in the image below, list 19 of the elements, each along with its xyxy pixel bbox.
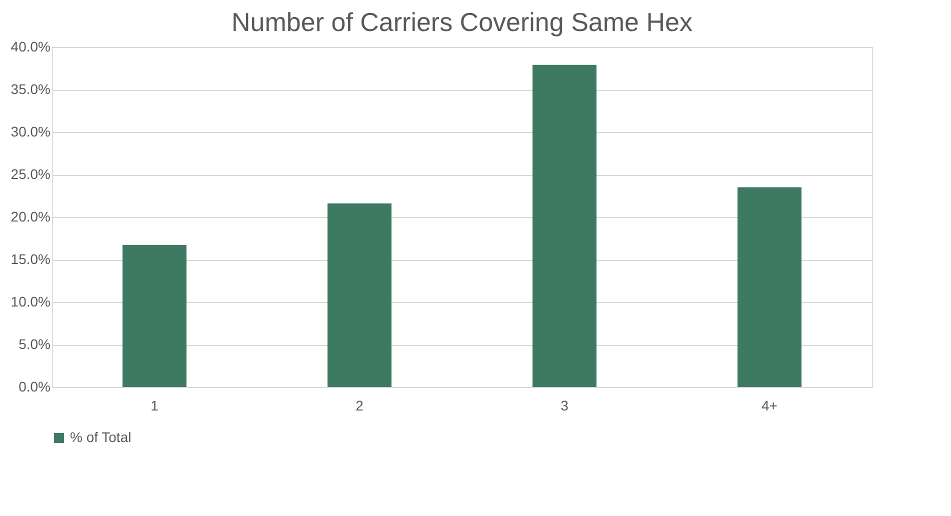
x-tick-label: 2 — [356, 398, 364, 414]
y-tick-label: 5.0% — [18, 336, 50, 352]
x-tick-label: 1 — [150, 398, 159, 414]
y-tick-label: 15.0% — [10, 251, 50, 267]
x-tick-label: 4+ — [762, 398, 778, 414]
x-tick-label: 3 — [560, 398, 569, 414]
bar — [738, 187, 802, 387]
chart-title: Number of Carriers Covering Same Hex — [232, 7, 692, 37]
y-tick-label: 25.0% — [10, 166, 50, 182]
y-tick-label: 20.0% — [10, 208, 50, 224]
y-tick-label: 35.0% — [10, 81, 50, 97]
y-tick-label: 40.0% — [10, 38, 50, 54]
y-tick-label: 0.0% — [18, 378, 50, 394]
bar — [328, 203, 392, 387]
bar — [122, 245, 186, 387]
y-tick-label: 30.0% — [10, 124, 50, 140]
y-tick-label: 10.0% — [10, 294, 50, 310]
legend-label: % of Total — [70, 429, 132, 445]
bar — [532, 64, 596, 387]
